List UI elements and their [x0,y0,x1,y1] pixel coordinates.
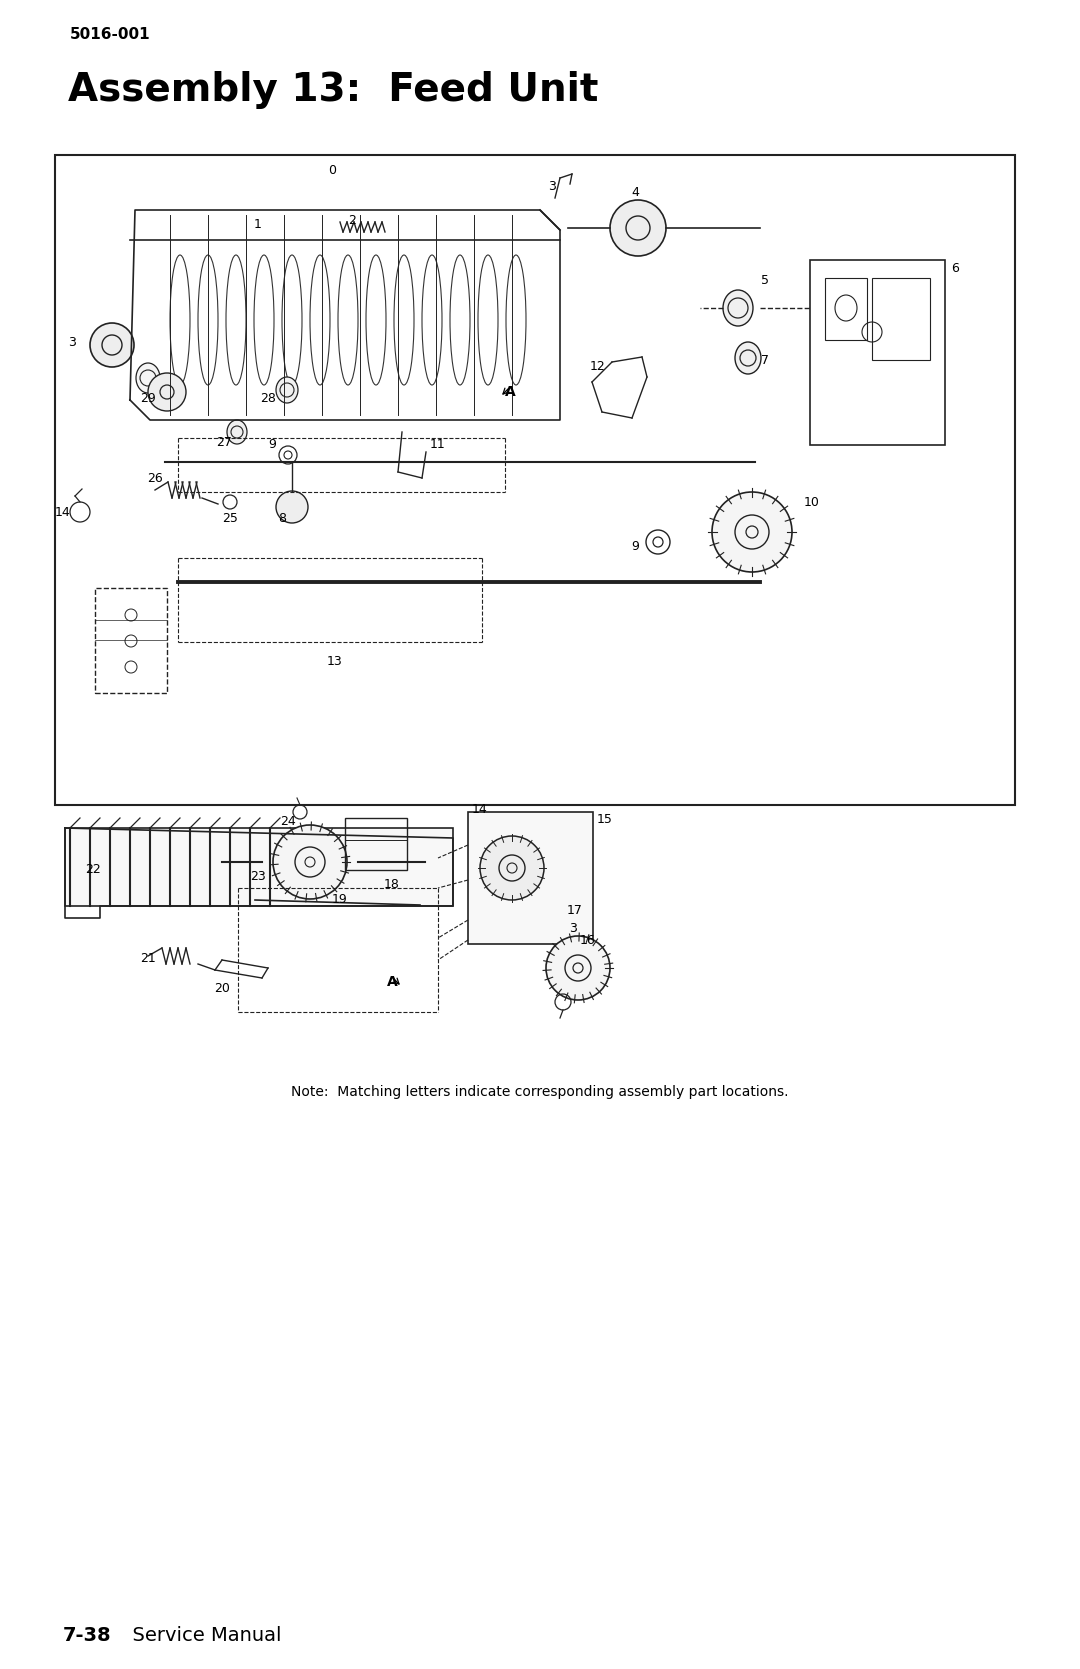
Text: 24: 24 [280,816,296,828]
Text: 21: 21 [140,951,156,965]
Text: 26: 26 [147,472,163,484]
Text: 27: 27 [216,436,232,449]
Text: 1: 1 [254,219,262,232]
Text: 8: 8 [278,511,286,524]
Circle shape [712,492,792,572]
Bar [825,279,867,340]
Text: 20: 20 [214,981,230,995]
Ellipse shape [136,362,160,392]
Text: 9: 9 [631,541,639,554]
Circle shape [273,824,347,900]
Bar [810,260,945,446]
Text: 7-38: 7-38 [63,1626,111,1644]
Text: 14: 14 [472,803,488,816]
Text: Service Manual: Service Manual [120,1626,282,1644]
Ellipse shape [276,377,298,402]
Circle shape [546,936,610,1000]
Text: 17: 17 [567,903,583,916]
Text: 7: 7 [761,354,769,367]
Text: 4: 4 [631,187,639,200]
Text: 10: 10 [805,496,820,509]
Text: 5016-001: 5016-001 [70,27,150,42]
Text: 23: 23 [251,871,266,883]
Text: 15: 15 [597,813,613,826]
Text: 0: 0 [328,164,336,177]
Text: 2: 2 [348,214,356,227]
Bar [55,155,1015,804]
Bar [872,279,930,361]
Text: 9: 9 [268,439,275,452]
Circle shape [148,372,186,411]
Text: 25: 25 [222,511,238,524]
Circle shape [276,491,308,522]
Ellipse shape [735,342,761,374]
Bar [345,818,407,870]
Text: Assembly 13:  Feed Unit: Assembly 13: Feed Unit [68,72,598,108]
Text: 3: 3 [548,180,556,194]
Text: 16: 16 [580,933,596,946]
Bar [65,828,453,906]
Text: 29: 29 [140,392,156,404]
Bar [468,813,593,945]
Text: 13: 13 [327,656,342,669]
Text: 12: 12 [590,361,606,374]
Text: 3: 3 [68,335,76,349]
Text: 22: 22 [85,863,100,876]
Text: Note:  Matching letters indicate corresponding assembly part locations.: Note: Matching letters indicate correspo… [292,1085,788,1098]
Circle shape [480,836,544,900]
Text: 5: 5 [761,274,769,287]
Text: 6: 6 [951,262,959,274]
Text: 19: 19 [333,893,348,906]
Circle shape [90,324,134,367]
Text: 14: 14 [55,506,71,519]
Bar [95,587,167,693]
Ellipse shape [227,421,247,444]
Ellipse shape [723,290,753,325]
Circle shape [610,200,666,255]
Text: 3: 3 [569,921,577,935]
Text: A: A [504,386,515,399]
Text: 18: 18 [384,878,400,891]
Text: A: A [387,975,397,990]
Text: 28: 28 [260,392,275,404]
Text: 11: 11 [430,439,446,452]
